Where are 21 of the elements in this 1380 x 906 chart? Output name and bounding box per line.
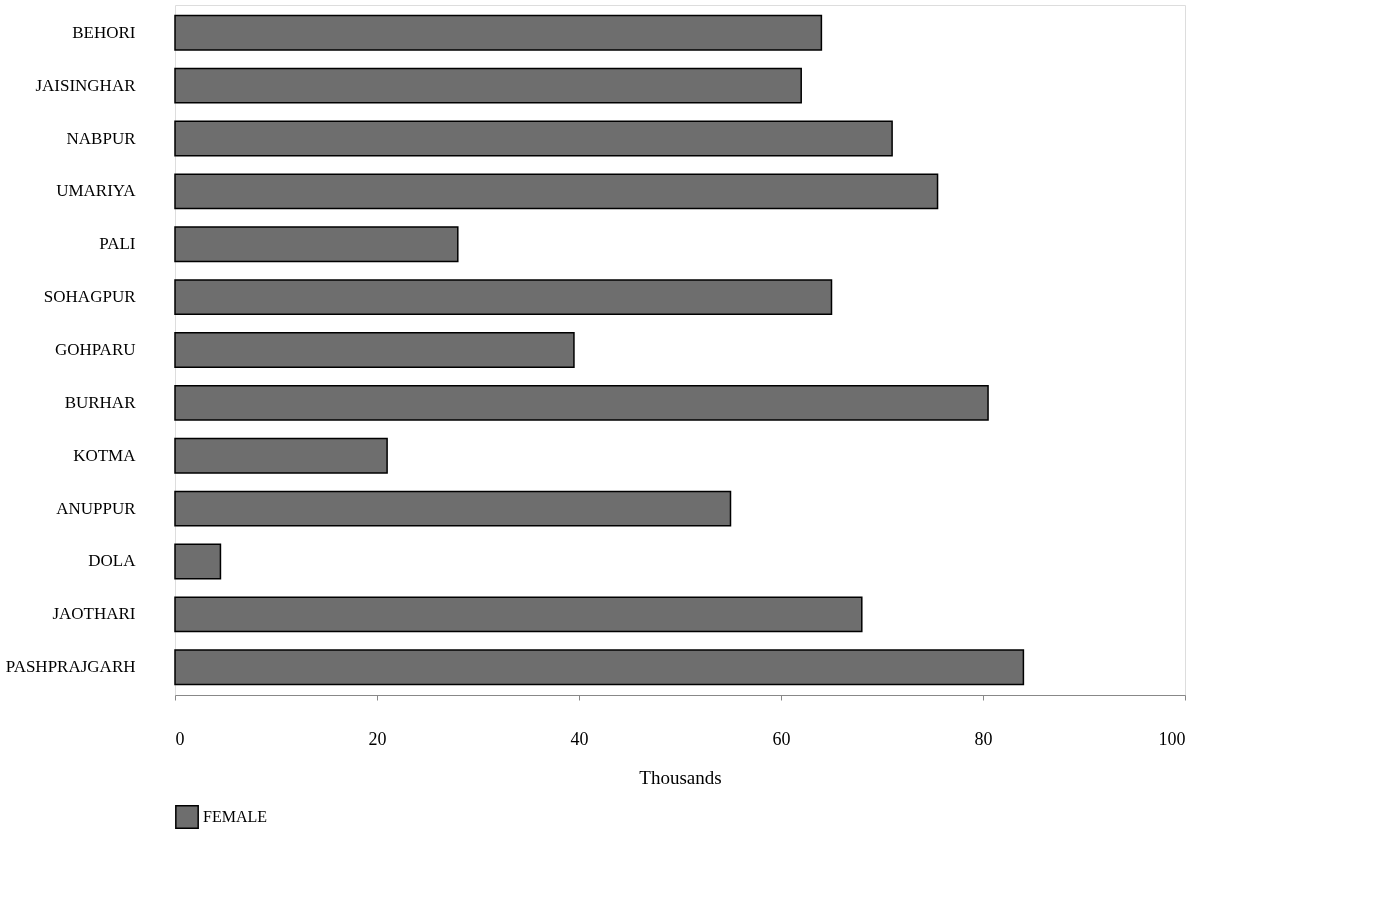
- y-tick-label: PASHPRAJGARH: [5, 657, 136, 677]
- y-tick-label: JAISINGHAR: [35, 75, 137, 95]
- y-tick-label: PALI: [99, 234, 136, 254]
- legend-label: FEMALE: [203, 808, 267, 825]
- x-tick-label: 20: [368, 728, 387, 749]
- x-tick-label: 100: [1158, 728, 1186, 749]
- y-tick-label: GOHPARU: [54, 340, 136, 359]
- y-tick-label: DOLA: [88, 551, 137, 571]
- x-tick-label: 0: [175, 728, 185, 749]
- x-tick-label: 80: [974, 728, 993, 749]
- x-tick-label: 60: [772, 728, 791, 749]
- y-tick-label: KOTMA: [73, 445, 137, 465]
- y-tick-label: NABPUR: [66, 128, 137, 148]
- y-tick-label: BURHAR: [64, 392, 137, 412]
- x-tick-label: 40: [570, 728, 589, 749]
- y-tick-label: UMARIYA: [56, 181, 137, 201]
- y-tick-label: BEHORI: [72, 22, 136, 42]
- y-tick-label: JAOTHARI: [52, 604, 136, 624]
- x-axis-title: Thousands: [639, 766, 722, 788]
- y-tick-label: ANUPPUR: [56, 498, 137, 518]
- y-tick-label: SOHAGPUR: [43, 287, 137, 307]
